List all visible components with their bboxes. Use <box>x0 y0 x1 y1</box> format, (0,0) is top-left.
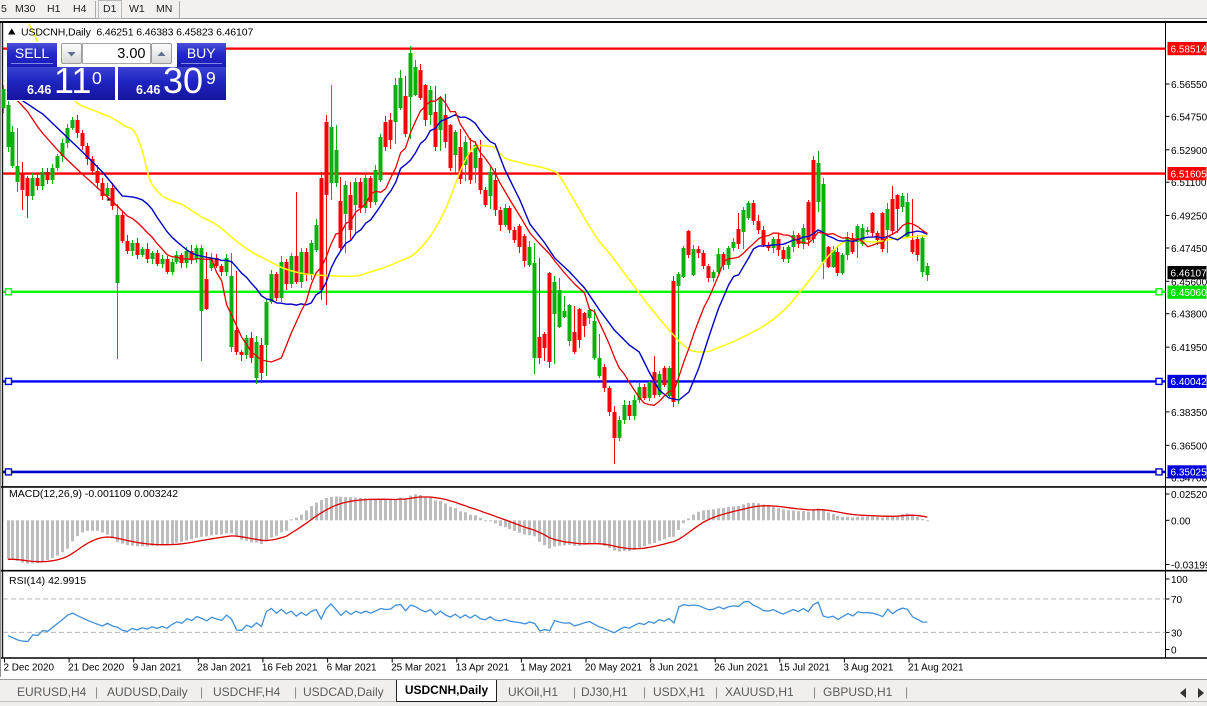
svg-text:6.43800: 6.43800 <box>1171 310 1207 321</box>
svg-text:6.58514: 6.58514 <box>1171 44 1207 55</box>
svg-text:13 Apr 2021: 13 Apr 2021 <box>456 663 510 674</box>
svg-text:0.00: 0.00 <box>1171 516 1191 527</box>
svg-text:USDCNH,Daily 6.46251 6.46383: USDCNH,Daily 6.46251 6.46383 6.45823 6.4… <box>21 27 253 39</box>
svg-text:0: 0 <box>1171 646 1177 657</box>
svg-text:26 Jun 2021: 26 Jun 2021 <box>714 663 769 674</box>
svg-text:16 Feb 2021: 16 Feb 2021 <box>262 663 318 674</box>
svg-text:21 Dec 2020: 21 Dec 2020 <box>68 663 125 674</box>
svg-text:9 Jan 2021: 9 Jan 2021 <box>133 663 182 674</box>
svg-text:3 Aug 2021: 3 Aug 2021 <box>843 663 893 674</box>
svg-text:6.45600: 6.45600 <box>1171 277 1207 288</box>
svg-text:25 Mar 2021: 25 Mar 2021 <box>391 663 447 674</box>
svg-text:6.51605: 6.51605 <box>1171 169 1207 180</box>
svg-text:6.47450: 6.47450 <box>1171 244 1207 255</box>
svg-text:6.36500: 6.36500 <box>1171 441 1207 452</box>
svg-text:MACD(12,26,9) -0.001109 0.0032: MACD(12,26,9) -0.001109 0.003242 <box>9 488 178 500</box>
svg-text:70: 70 <box>1171 595 1183 606</box>
svg-text:8 Jun 2021: 8 Jun 2021 <box>650 663 699 674</box>
svg-text:6.45060: 6.45060 <box>1171 288 1207 299</box>
svg-text:6.38350: 6.38350 <box>1171 408 1207 419</box>
svg-text:-0.031994: -0.031994 <box>1171 561 1207 572</box>
svg-text:6.46107: 6.46107 <box>1171 268 1207 279</box>
svg-text:28 Jan 2021: 28 Jan 2021 <box>197 663 252 674</box>
svg-text:6.54750: 6.54750 <box>1171 112 1207 123</box>
svg-text:21 Aug 2021: 21 Aug 2021 <box>908 663 964 674</box>
svg-text:20 May 2021: 20 May 2021 <box>585 663 643 674</box>
svg-text:6.34700: 6.34700 <box>1171 474 1207 485</box>
svg-text:6.40042: 6.40042 <box>1171 377 1207 388</box>
svg-text:0.025209: 0.025209 <box>1171 490 1207 501</box>
svg-text:2 Dec 2020: 2 Dec 2020 <box>4 663 55 674</box>
svg-text:6.51100: 6.51100 <box>1171 178 1207 189</box>
svg-text:15 Jul 2021: 15 Jul 2021 <box>779 663 831 674</box>
svg-text:1 May 2021: 1 May 2021 <box>520 663 572 674</box>
svg-text:6 Mar 2021: 6 Mar 2021 <box>327 663 377 674</box>
svg-text:6.49250: 6.49250 <box>1171 212 1207 223</box>
svg-text:RSI(14) 42.9915: RSI(14) 42.9915 <box>9 575 86 587</box>
svg-text:100: 100 <box>1171 575 1188 586</box>
svg-text:6.52900: 6.52900 <box>1171 146 1207 157</box>
svg-text:6.56550: 6.56550 <box>1171 80 1207 91</box>
svg-text:30: 30 <box>1171 628 1183 639</box>
svg-text:6.41950: 6.41950 <box>1171 343 1207 354</box>
svg-text:6.35025: 6.35025 <box>1171 468 1207 479</box>
